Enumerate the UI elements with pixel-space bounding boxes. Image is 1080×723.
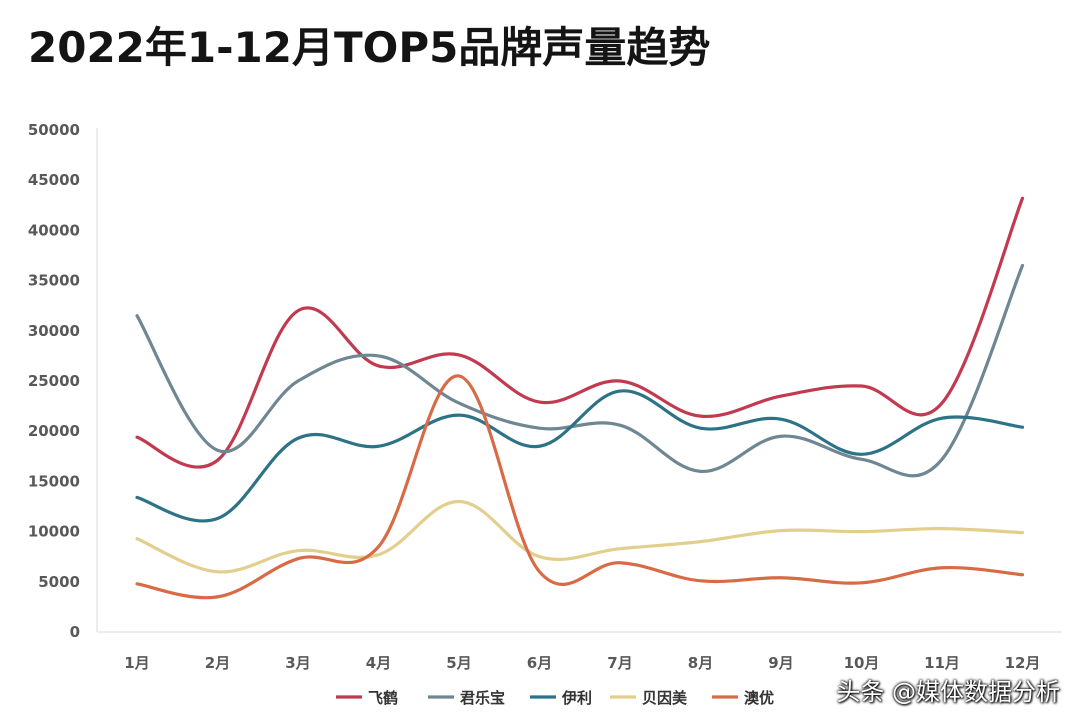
y-tick-label: 45000	[28, 171, 80, 189]
series-line-4	[135, 499, 1025, 574]
chart-title: 2022年1-12月TOP5品牌声量趋势	[28, 23, 711, 72]
y-tick-label: 5000	[38, 573, 80, 591]
y-tick-label: 30000	[28, 322, 80, 340]
legend: 飞鹤 君乐宝 伊利 贝因美 澳优	[336, 689, 774, 707]
y-tick-label: 25000	[28, 372, 80, 390]
y-tick-label: 40000	[28, 221, 80, 239]
legend-label: 飞鹤	[368, 689, 398, 707]
y-tick-label: 0	[70, 623, 80, 641]
series-line-3	[135, 389, 1025, 523]
x-tick-label: 4月	[366, 654, 391, 672]
watermark: 头条 @媒体数据分析	[836, 678, 1060, 706]
x-tick-label: 8月	[688, 654, 713, 672]
legend-item: 伊利	[530, 689, 592, 707]
x-tick-label: 11月	[924, 654, 960, 672]
x-tick-label: 10月	[844, 654, 880, 672]
legend-item: 澳优	[712, 689, 774, 707]
legend-item: 飞鹤	[336, 689, 398, 707]
series-line-1	[135, 196, 1025, 469]
legend-label: 伊利	[561, 689, 592, 707]
x-tick-label: 3月	[285, 654, 310, 672]
y-tick-label: 10000	[28, 523, 80, 541]
legend-item: 君乐宝	[428, 689, 505, 707]
y-tick-label: 50000	[28, 121, 80, 139]
x-tick-label: 7月	[607, 654, 632, 672]
y-tick-label: 20000	[28, 422, 80, 440]
x-tick-label: 12月	[1005, 654, 1041, 672]
y-tick-label: 15000	[28, 472, 80, 490]
x-tick-label: 9月	[768, 654, 793, 672]
legend-label: 贝因美	[642, 689, 688, 707]
x-tick-label: 6月	[527, 654, 552, 672]
legend-label: 澳优	[744, 689, 774, 707]
x-tick-label: 2月	[205, 654, 230, 672]
x-tick-label: 5月	[446, 654, 471, 672]
series-line-2	[135, 263, 1025, 478]
x-tick-label: 1月	[124, 654, 149, 672]
series-layer	[135, 196, 1025, 600]
legend-label: 君乐宝	[460, 689, 505, 707]
series-line-5	[135, 374, 1025, 600]
y-tick-label: 35000	[28, 272, 80, 290]
axes: 0 5000 10000 15000 20000 25000 30000 35000 40000…	[28, 121, 1062, 672]
legend-item: 贝因美	[610, 689, 688, 707]
